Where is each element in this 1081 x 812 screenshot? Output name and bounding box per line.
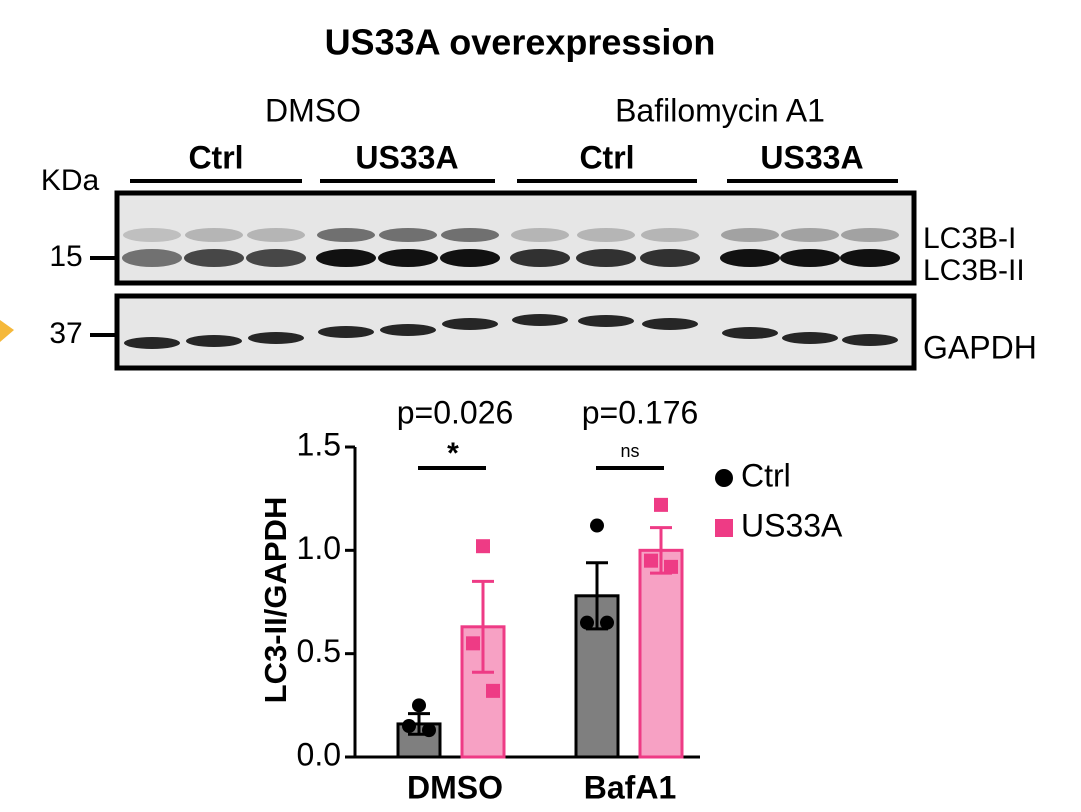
band [577, 228, 635, 242]
band [184, 249, 244, 267]
blot-bands [122, 228, 900, 349]
band [246, 249, 306, 267]
arrow-fragment [0, 320, 14, 342]
treatment-label: Bafilomycin A1 [615, 92, 825, 128]
y-tick-label: 1.5 [297, 426, 341, 462]
x-tick-label: DMSO [407, 769, 503, 805]
data-point [476, 539, 490, 554]
data-point [664, 559, 678, 574]
band [720, 249, 780, 267]
data-point [580, 615, 594, 630]
band-label: LC3B-I [923, 222, 1016, 255]
data-point [466, 636, 480, 651]
blot-panel [114, 293, 917, 371]
significance-mark: ns [620, 441, 639, 461]
x-tick-label: BafA1 [584, 769, 676, 805]
band [380, 324, 436, 336]
error-bar [472, 579, 494, 674]
band [781, 228, 839, 242]
legend-label: US33A [741, 507, 843, 543]
band [640, 249, 700, 267]
band [440, 249, 500, 267]
band [442, 318, 498, 330]
band [378, 249, 438, 267]
group-label: Ctrl [188, 139, 243, 175]
blot-panel [114, 190, 917, 286]
band [578, 315, 634, 327]
legend-label: Ctrl [741, 457, 791, 493]
band [316, 249, 376, 267]
band [124, 337, 180, 349]
band [840, 249, 900, 267]
band [248, 332, 304, 344]
band [185, 228, 243, 242]
band [186, 335, 242, 347]
band [512, 314, 568, 326]
legend-swatch [715, 519, 733, 537]
band [780, 249, 840, 267]
band [379, 228, 437, 242]
data-point [422, 723, 436, 738]
p-value: p=0.026 [397, 394, 514, 430]
band [782, 332, 838, 344]
band [318, 326, 374, 338]
band-label: LC3B-II [923, 254, 1025, 287]
blot-title: US33A overexpression [325, 22, 716, 63]
data-point [600, 615, 614, 630]
band [722, 327, 778, 339]
band [317, 228, 375, 242]
band [511, 228, 569, 242]
data-point [402, 719, 416, 733]
data-point [412, 698, 426, 713]
data-point [590, 518, 604, 533]
band [842, 334, 898, 346]
group-label: US33A [355, 139, 458, 175]
group-label: US33A [760, 139, 863, 175]
y-axis-label: LC3-II/GAPDH [258, 497, 293, 704]
treatment-label: DMSO [265, 92, 361, 128]
bar [638, 548, 684, 759]
data-point [654, 497, 668, 512]
marker-label: 37 [49, 317, 82, 350]
y-tick-label: 0.5 [297, 633, 341, 669]
significance-mark: * [447, 437, 459, 470]
band [841, 228, 899, 242]
band [510, 249, 570, 267]
band [123, 228, 181, 242]
y-tick-label: 1.0 [297, 530, 341, 566]
group-label: Ctrl [579, 139, 634, 175]
p-value: p=0.176 [582, 394, 699, 430]
band [642, 318, 698, 330]
band [721, 228, 779, 242]
marker-label: 15 [49, 240, 82, 273]
unit-label: KDa [41, 164, 100, 197]
band-label: GAPDH [923, 329, 1037, 365]
band [441, 228, 499, 242]
band [576, 249, 636, 267]
band [122, 249, 182, 267]
data-point [644, 553, 658, 568]
legend-swatch [715, 469, 733, 487]
band [641, 228, 699, 242]
y-tick-label: 0.0 [297, 736, 341, 772]
band [247, 228, 305, 242]
data-point [486, 683, 500, 698]
